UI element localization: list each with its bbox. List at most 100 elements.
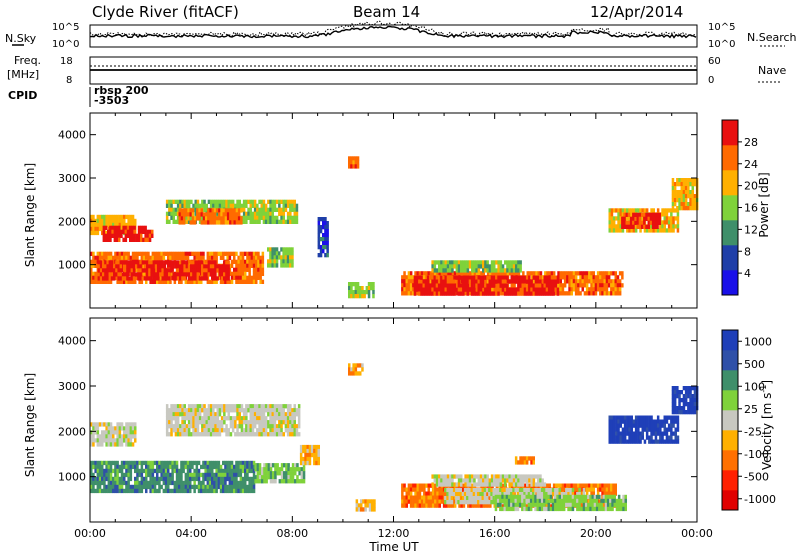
power-cell [495,279,498,284]
velocity-cell [164,480,168,486]
power-cell [673,186,677,191]
power-cell [610,271,613,276]
velocity-cell [204,468,207,474]
velocity-cell [201,416,204,421]
velocity-cell [510,488,513,493]
power-cell [541,279,545,284]
power-cell [512,283,516,288]
velocity-cell [289,416,292,421]
power-cell [241,275,245,280]
velocity-cell [202,476,205,482]
velocity-cell [170,428,173,433]
power-cell [131,225,134,230]
velocity-cell [265,471,268,476]
power-cell [227,264,230,269]
velocity-cell [172,428,175,433]
power-cell [431,275,434,280]
velocity-cell [193,468,196,474]
power-cell [462,283,465,288]
power-cell [619,228,622,233]
power-cell [444,283,447,288]
power-cell [137,233,141,238]
power-cell [643,220,646,225]
power-cell [455,268,459,273]
velocity-cell [258,467,262,472]
power-cell [412,283,415,288]
power-cell [557,271,560,276]
power-cell [615,228,618,233]
velocity-cell [468,496,471,501]
velocity-cell [297,404,301,409]
velocity-cell [238,416,241,421]
velocity-cell [481,496,484,501]
power-cell [182,251,185,256]
power-cell [118,279,122,284]
power-cell [194,203,197,208]
power-cell [280,263,283,268]
power-cell [220,212,223,217]
power-cell [561,271,565,276]
velocity-cell [149,472,152,478]
power-cell [405,287,408,292]
power-cell [183,199,186,204]
velocity-cell [425,483,428,488]
velocity-cell [250,468,254,474]
velocity-cell [168,416,171,421]
power-cell [350,286,353,291]
power-cell [317,245,321,250]
velocity-cell [158,480,161,486]
velocity-cell [211,488,214,494]
velocity-cell [490,492,493,497]
velocity-cell [184,484,188,490]
power-cell [225,268,228,273]
power-cell [449,271,452,276]
power-cell [601,287,604,292]
power-cell [407,275,411,280]
velocity-cell [127,422,130,427]
power-cell [111,225,114,230]
velocity-cell [196,420,200,425]
velocity-cell [142,484,146,490]
velocity-cell [434,503,437,508]
velocity-cell [603,483,606,488]
power-cell [123,251,126,256]
power-cell [468,260,472,265]
velocity-cell [101,434,104,439]
power-cell [144,229,147,234]
velocity-cell [510,494,513,500]
power-cell [532,287,535,292]
power-cell [326,253,329,258]
velocity-cell [304,452,307,458]
cpid-label: CPID [8,89,37,102]
velocity-cell [185,408,189,413]
velocity-cell [184,472,188,478]
velocity-cell [263,467,266,472]
velocity-cell [92,426,95,431]
power-cell [192,276,195,281]
power-cell [190,215,193,220]
velocity-cell [131,460,135,466]
power-cell [370,286,373,291]
power-cell [194,268,197,273]
velocity-cell [218,408,222,413]
velocity-cell [420,487,424,492]
velocity-cell [420,499,424,504]
velocity-cell [123,460,126,466]
velocity-cell [231,408,235,413]
velocity-cell [280,408,283,413]
power-cell [599,287,602,292]
power-cell [165,203,169,208]
velocity-cell [90,460,93,466]
power-cell [431,287,434,292]
power-cell [220,203,224,208]
power-cell [295,215,299,220]
power-cell [124,272,127,277]
power-cell [610,283,613,288]
velocity-cell [118,484,122,490]
cpid-name: rbsp 200 [94,84,149,97]
power-cell [198,219,202,224]
velocity-cell [283,471,286,476]
power-cell [457,260,461,265]
power-cell [436,271,439,276]
velocity-cell [431,499,435,504]
